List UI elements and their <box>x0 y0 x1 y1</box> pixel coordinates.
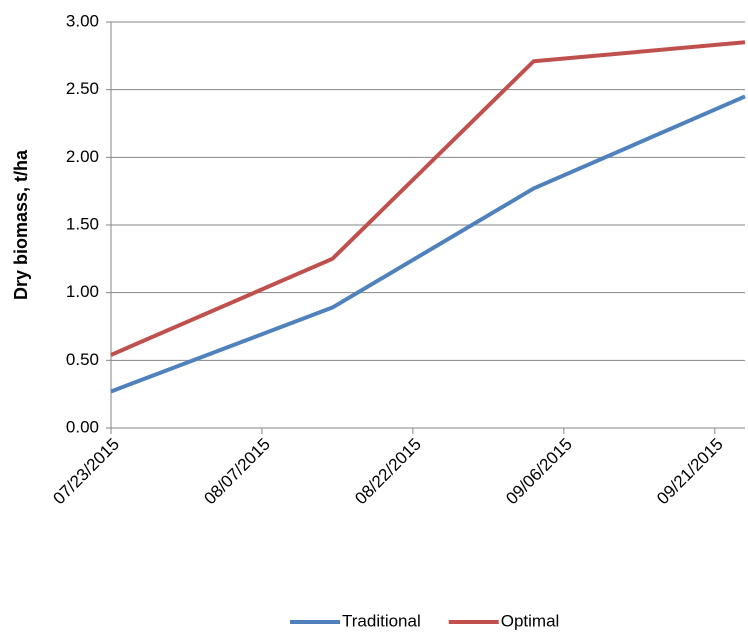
y-tick-label: 0.50 <box>66 350 99 369</box>
y-tick-label: 0.00 <box>66 417 99 436</box>
legend-label: Optimal <box>501 611 560 630</box>
y-axis-title: Dry biomass, t/ha <box>11 149 31 300</box>
y-tick-label: 1.00 <box>66 282 99 301</box>
x-tick-label: 09/06/2015 <box>502 435 576 509</box>
y-tick-label: 3.00 <box>66 11 99 30</box>
x-tick-label: 09/21/2015 <box>653 435 727 509</box>
y-tick-label: 1.50 <box>66 214 99 233</box>
x-tick-label: 08/22/2015 <box>351 435 425 509</box>
series-line <box>110 40 746 357</box>
series-line <box>110 94 746 394</box>
legend-label: Traditional <box>342 611 421 630</box>
x-tick-label: 07/23/2015 <box>49 435 123 509</box>
x-tick-label: 08/07/2015 <box>200 435 274 509</box>
y-tick-label: 2.00 <box>66 147 99 166</box>
y-tick-label: 2.50 <box>66 79 99 98</box>
